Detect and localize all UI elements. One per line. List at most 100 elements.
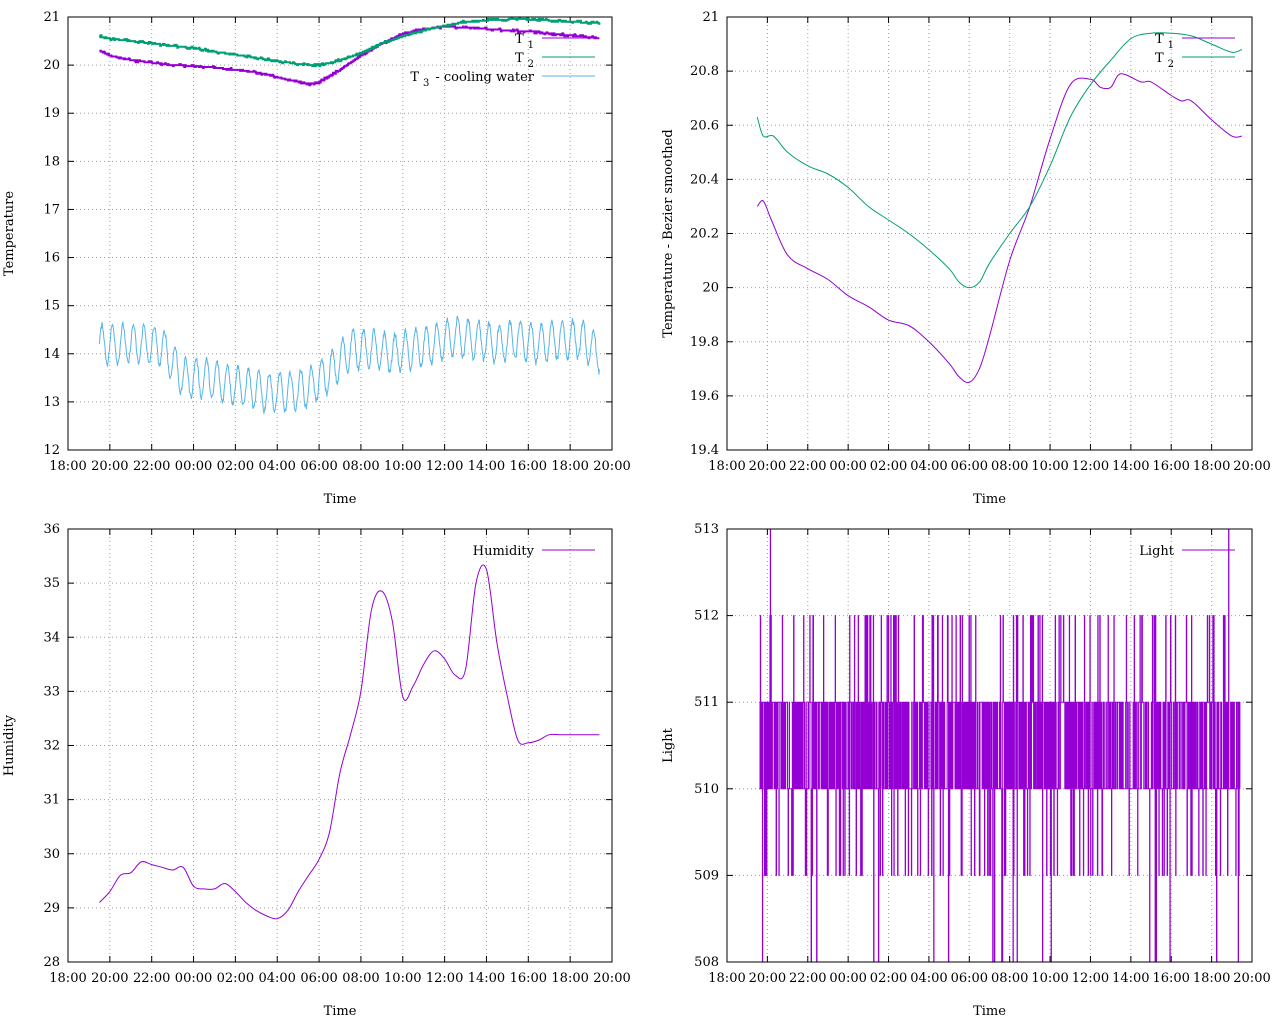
x-axis-label: Time (324, 1004, 357, 1019)
x-tick-label: 02:00 (217, 971, 254, 986)
x-tick-label: 04:00 (258, 459, 295, 474)
x-tick-label: 02:00 (217, 459, 254, 474)
x-axis-label: Time (973, 492, 1006, 507)
x-tick-label: 22:00 (133, 971, 170, 986)
series-line-1 (99, 564, 600, 920)
x-tick-label: 02:00 (870, 459, 907, 474)
series-line-2 (99, 17, 601, 68)
x-tick-label: 20:00 (91, 971, 128, 986)
y-tick-label: 21 (43, 10, 60, 25)
x-tick-label: 08:00 (342, 459, 379, 474)
x-tick-label: 16:00 (510, 459, 547, 474)
y-tick-label: 19 (43, 106, 60, 121)
x-tick-label: 14:00 (468, 971, 505, 986)
x-tick-label: 06:00 (951, 459, 988, 474)
y-tick-label: 20.4 (690, 172, 719, 187)
y-tick-label: 18 (43, 154, 60, 169)
y-tick-label: 509 (694, 868, 719, 883)
y-tick-label: 513 (694, 522, 719, 537)
y-tick-label: 508 (694, 955, 719, 970)
plot-frame (726, 16, 1253, 451)
y-tick-label: 511 (694, 695, 719, 710)
x-axis-label: Time (973, 1004, 1006, 1019)
x-tick-label: 06:00 (300, 459, 337, 474)
x-tick-label: 00:00 (175, 459, 212, 474)
plot-frame (726, 528, 1253, 963)
x-tick-label: 20:00 (1233, 971, 1270, 986)
x-tick-label: 08:00 (991, 971, 1028, 986)
x-tick-label: 06:00 (951, 971, 988, 986)
y-tick-label: 20.6 (690, 118, 719, 133)
plot-area (756, 32, 1243, 384)
x-tick-label: 06:00 (300, 971, 337, 986)
y-tick-label: 29 (43, 901, 60, 916)
x-tick-label: 18:00 (49, 971, 86, 986)
series-line-3 (98, 315, 600, 415)
series-line-1 (99, 24, 600, 87)
series-line-1 (756, 73, 1242, 384)
y-axis-label: Light (661, 727, 676, 762)
x-tick-label: 10:00 (1031, 459, 1068, 474)
x-tick-label: 04:00 (910, 971, 947, 986)
y-tick-label: 20 (43, 58, 60, 73)
x-tick-label: 18:00 (1193, 459, 1230, 474)
x-tick-label: 14:00 (468, 459, 505, 474)
plot-area (99, 564, 600, 920)
y-tick-label: 36 (43, 522, 60, 537)
x-tick-label: 22:00 (789, 971, 826, 986)
y-tick-label: 19.6 (690, 389, 719, 404)
y-axis-label: Temperature - Bezier smoothed (661, 129, 676, 337)
plot-area (759, 529, 1241, 962)
x-tick-label: 20:00 (749, 459, 786, 474)
y-tick-label: 28 (43, 955, 60, 970)
series-line-1 (759, 529, 1241, 962)
x-tick-label: 08:00 (342, 971, 379, 986)
x-tick-label: 00:00 (829, 459, 866, 474)
x-tick-label: 22:00 (789, 459, 826, 474)
x-tick-label: 20:00 (749, 971, 786, 986)
x-tick-label: 02:00 (870, 971, 907, 986)
y-tick-label: 30 (43, 847, 60, 862)
y-tick-label: 33 (43, 684, 60, 699)
x-tick-label: 12:00 (426, 459, 463, 474)
series-line-2 (756, 32, 1243, 289)
x-tick-label: 20:00 (1233, 459, 1270, 474)
humidity-chart: 28 29 30 31 32 33 34 35 36 18:00 20:00 22:00 00:00 02… (2, 522, 631, 1019)
temperature-chart: 12 13 14 15 16 17 18 19 20 21 18:00 20:00 22:00 00:00… (2, 10, 631, 507)
x-tick-label: 12:00 (1072, 459, 1109, 474)
x-tick-label: 22:00 (133, 459, 170, 474)
y-tick-label: 14 (43, 347, 60, 362)
x-tick-label: 18:00 (49, 459, 86, 474)
x-tick-label: 18:00 (1193, 971, 1230, 986)
y-tick-label: 19.8 (690, 335, 719, 350)
x-tick-label: 16:00 (510, 971, 547, 986)
y-tick-label: 35 (43, 576, 60, 591)
y-tick-label: 16 (43, 251, 60, 266)
x-tick-label: 12:00 (426, 971, 463, 986)
y-axis-label: Temperature (2, 191, 17, 276)
x-tick-label: 10:00 (384, 971, 421, 986)
plot-area (98, 17, 601, 415)
y-tick-label: 13 (43, 395, 60, 410)
x-tick-label: 18:00 (708, 459, 745, 474)
y-tick-label: 15 (43, 299, 60, 314)
x-tick-label: 00:00 (175, 971, 212, 986)
plot-frame (67, 528, 613, 963)
x-axis-label: Time (324, 492, 357, 507)
legend-label: Humidity (473, 544, 535, 559)
x-tick-label: 08:00 (991, 459, 1028, 474)
x-tick-label: 10:00 (1031, 971, 1068, 986)
legend-label: Light (1139, 544, 1174, 559)
y-tick-label: 19.4 (690, 443, 719, 458)
x-tick-label: 10:00 (384, 459, 421, 474)
x-tick-label: 20:00 (593, 459, 630, 474)
x-tick-label: 12:00 (1072, 971, 1109, 986)
